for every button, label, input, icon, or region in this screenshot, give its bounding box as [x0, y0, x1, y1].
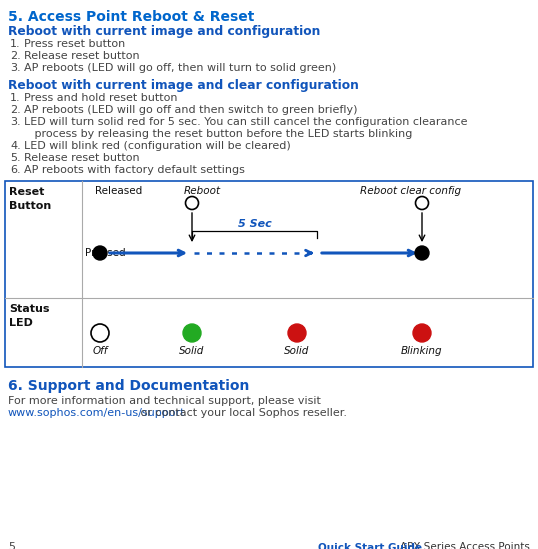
Text: Solid: Solid	[179, 346, 204, 356]
Circle shape	[415, 246, 429, 260]
Text: Blinking: Blinking	[401, 346, 443, 356]
Text: 2.: 2.	[10, 105, 21, 115]
Text: Status
LED: Status LED	[9, 304, 49, 328]
Text: or contact your local Sophos reseller.: or contact your local Sophos reseller.	[137, 408, 348, 418]
Circle shape	[93, 246, 107, 260]
Bar	[5, 181, 533, 367]
Text: Quick Start Guide: Quick Start Guide	[318, 542, 422, 549]
Text: 1.: 1.	[10, 93, 20, 103]
Text: 2.: 2.	[10, 51, 21, 61]
Text: APX Series Access Points: APX Series Access Points	[400, 542, 530, 549]
Text: Solid: Solid	[284, 346, 310, 356]
Text: Release reset button: Release reset button	[24, 51, 140, 61]
Text: Press and hold reset button: Press and hold reset button	[24, 93, 178, 103]
Text: 5. Access Point Reboot & Reset: 5. Access Point Reboot & Reset	[8, 10, 254, 24]
Text: AP reboots with factory default settings: AP reboots with factory default settings	[24, 165, 245, 175]
Text: 3.: 3.	[10, 63, 20, 73]
Text: AP reboots (LED will go off, then will turn to solid green): AP reboots (LED will go off, then will t…	[24, 63, 336, 73]
Text: 4.: 4.	[10, 141, 21, 151]
Text: Reboot: Reboot	[184, 186, 221, 196]
Text: For more information and technical support, please visit: For more information and technical suppo…	[8, 396, 321, 406]
Circle shape	[91, 324, 109, 342]
Circle shape	[183, 324, 201, 342]
Text: 6. Support and Documentation: 6. Support and Documentation	[8, 379, 250, 393]
Text: process by releasing the reset button before the LED starts blinking: process by releasing the reset button be…	[24, 129, 412, 139]
Text: AP reboots (LED will go off and then switch to green briefly): AP reboots (LED will go off and then swi…	[24, 105, 357, 115]
Text: 5.: 5.	[10, 153, 20, 163]
Text: Reboot clear config: Reboot clear config	[360, 186, 461, 196]
Text: Reboot with current image and clear configuration: Reboot with current image and clear conf…	[8, 79, 359, 92]
Circle shape	[288, 324, 306, 342]
Text: Reset
Button: Reset Button	[9, 187, 51, 211]
Text: LED will blink red (configuration will be cleared): LED will blink red (configuration will b…	[24, 141, 291, 151]
Text: www.sophos.com/en-us/support: www.sophos.com/en-us/support	[8, 408, 186, 418]
Text: Released: Released	[95, 186, 142, 196]
Text: 3.: 3.	[10, 117, 20, 127]
Text: Press reset button: Press reset button	[24, 39, 125, 49]
Text: LED will turn solid red for 5 sec. You can still cancel the configuration cleara: LED will turn solid red for 5 sec. You c…	[24, 117, 468, 127]
Text: Off: Off	[93, 346, 108, 356]
Text: 1.: 1.	[10, 39, 20, 49]
Text: 6.: 6.	[10, 165, 20, 175]
Text: Release reset button: Release reset button	[24, 153, 140, 163]
Circle shape	[413, 324, 431, 342]
Text: Pressed: Pressed	[85, 248, 126, 258]
Circle shape	[415, 197, 428, 210]
Circle shape	[186, 197, 199, 210]
Text: 5 Sec: 5 Sec	[238, 219, 271, 229]
Text: Reboot with current image and configuration: Reboot with current image and configurat…	[8, 25, 320, 38]
Text: 5: 5	[8, 542, 15, 549]
